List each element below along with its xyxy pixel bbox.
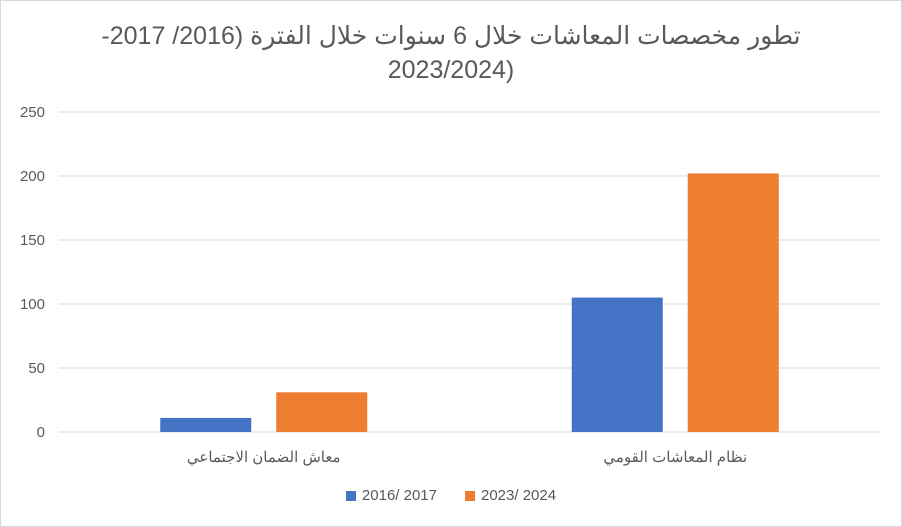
y-tick-label-100: 100 — [20, 296, 45, 313]
legend-item-series-1: 2016/ 2017 — [345, 487, 437, 504]
x-category-label-2: نظام المعاشات القومي — [603, 449, 747, 466]
bar-1-series-1 — [160, 417, 252, 432]
legend-swatch-series-1 — [345, 490, 356, 501]
chart-title: تطور مخصصات المعاشات خلال 6 سنوات خلال ا… — [81, 19, 821, 87]
y-tick-label-150: 150 — [20, 232, 45, 249]
y-tick-label-0: 0 — [37, 424, 45, 441]
legend-swatch-series-2 — [465, 490, 475, 501]
y-tick-label-200: 200 — [20, 168, 45, 185]
legend-item-series-2: 2023/ 2024 — [465, 487, 556, 504]
chart-title-line-1: تطور مخصصات المعاشات خلال 6 سنوات خلال ا… — [101, 22, 801, 50]
legend-label-series-1: 2016/ 2017 — [361, 487, 437, 504]
bar-2-series-1 — [571, 297, 663, 432]
chart-title-line-2: 2023/2024) — [387, 56, 515, 84]
y-tick-label-50: 50 — [28, 360, 45, 377]
x-category-label-1: معاش الضمان الاجتماعي — [187, 449, 341, 466]
legend-label-series-2: 2023/ 2024 — [481, 487, 557, 504]
bar-2-series-2 — [687, 173, 779, 432]
bar-1-series-2 — [276, 392, 368, 432]
chart-legend: 2016/ 2017 2023/ 2024 — [1, 487, 901, 504]
y-tick-label-250: 250 — [20, 104, 45, 121]
